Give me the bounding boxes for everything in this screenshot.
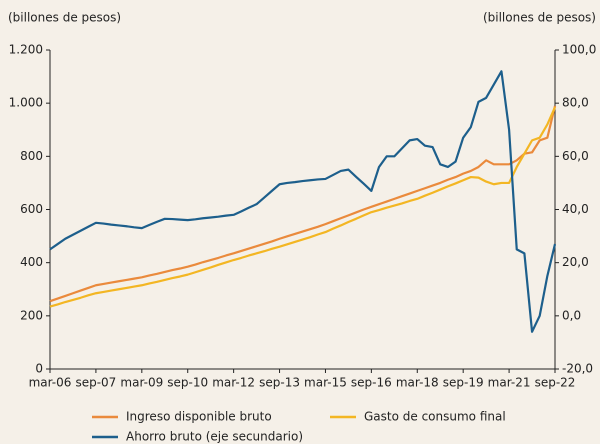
x-tick-label: sep-16: [351, 376, 392, 390]
y-tick-label: 0: [35, 362, 43, 376]
legend-label: Gasto de consumo final: [364, 410, 506, 424]
x-tick-label: mar-06: [29, 376, 72, 390]
y-axis-label: (billones de pesos): [8, 11, 121, 25]
x-tick-label: sep-22: [535, 376, 576, 390]
series-line: [49, 105, 557, 303]
x-tick-label: sep-13: [259, 376, 300, 390]
y2-tick-label: -20,0: [562, 362, 593, 376]
x-tick-label: sep-19: [443, 376, 484, 390]
y-tick-label: 800: [20, 149, 43, 163]
y2-tick-label: 100,0: [562, 43, 596, 57]
y-tick-label: 1.200: [9, 43, 43, 57]
series-line: [49, 70, 557, 333]
series-line: [49, 106, 557, 308]
y-tick-label: 600: [20, 202, 43, 216]
y2-tick-label: 0,0: [562, 308, 581, 322]
y-tick-label: 400: [20, 255, 43, 269]
y-tick-label: 200: [20, 308, 43, 322]
y2-tick-label: 20,0: [562, 255, 589, 269]
y2-tick-label: 60,0: [562, 149, 589, 163]
y2-tick-label: 40,0: [562, 202, 589, 216]
x-tick-label: sep-07: [75, 376, 116, 390]
x-tick-label: mar-09: [120, 376, 163, 390]
y-tick-label: 1.000: [9, 96, 43, 110]
legend-label: Ingreso disponible bruto: [126, 410, 272, 424]
x-tick-label: sep-10: [167, 376, 208, 390]
x-tick-label: mar-21: [488, 376, 531, 390]
y2-tick-label: 80,0: [562, 96, 589, 110]
x-tick-label: mar-18: [396, 376, 439, 390]
y2-axis-label: (billones de pesos): [483, 11, 596, 25]
x-tick-label: mar-12: [212, 376, 255, 390]
legend-label: Ahorro bruto (eje secundario): [126, 430, 303, 444]
x-tick-label: mar-15: [304, 376, 347, 390]
